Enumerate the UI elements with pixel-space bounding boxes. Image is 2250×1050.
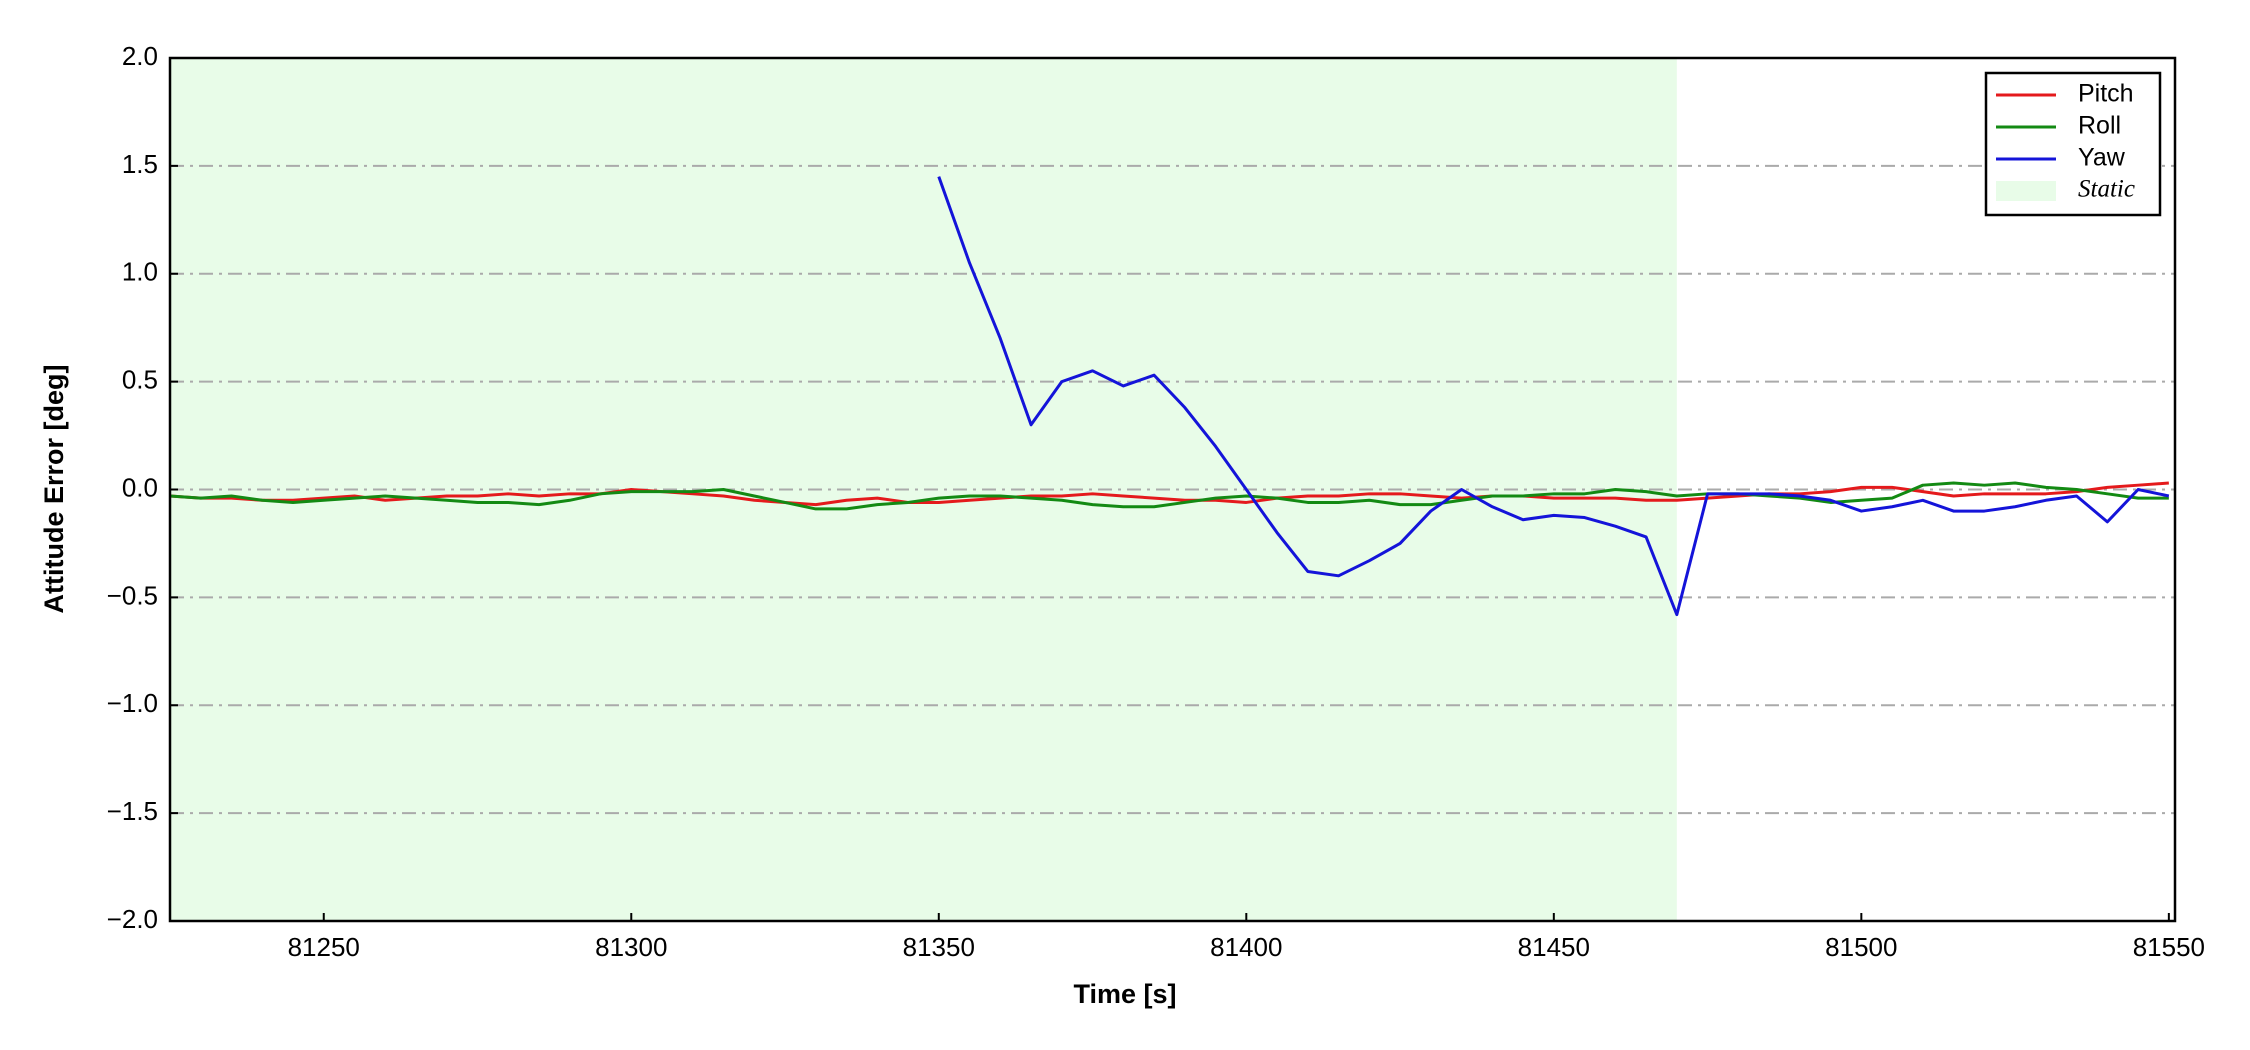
- series-line: [937, 176, 2170, 617]
- legend-label: Static: [2078, 176, 2135, 203]
- x-tick-label: 81350: [903, 932, 975, 962]
- x-tick-label: 81300: [595, 932, 667, 962]
- y-tick-label: −2.0: [107, 904, 158, 934]
- y-tick-label: 2.0: [122, 41, 158, 71]
- y-tick-label: −1.5: [107, 796, 158, 826]
- legend-label: Roll: [2078, 112, 2121, 140]
- plot-lines: [170, 176, 2170, 617]
- series-line: [170, 481, 2169, 507]
- legend-label: Pitch: [2078, 80, 2134, 108]
- y-tick-label: −0.5: [107, 580, 158, 610]
- y-axis-label: Attitude Error [deg]: [39, 365, 69, 614]
- x-tick-label: 81400: [1210, 932, 1282, 962]
- legend-label: Yaw: [2078, 144, 2126, 172]
- x-tick-label: 81500: [1825, 932, 1897, 962]
- legend-swatch: [1996, 181, 2056, 201]
- y-tick-label: 0.0: [122, 472, 158, 502]
- x-tick-label: 81550: [2133, 932, 2205, 962]
- x-tick-label: 81250: [288, 932, 360, 962]
- y-tick-label: 0.5: [122, 365, 158, 395]
- y-tick-label: −1.0: [107, 688, 158, 718]
- y-tick-label: 1.5: [122, 149, 158, 179]
- x-tick-label: 81450: [1518, 932, 1590, 962]
- y-tick-label: 1.0: [122, 257, 158, 287]
- x-axis-label: Time [s]: [1073, 979, 1176, 1009]
- plot-frame: [168, 56, 2177, 923]
